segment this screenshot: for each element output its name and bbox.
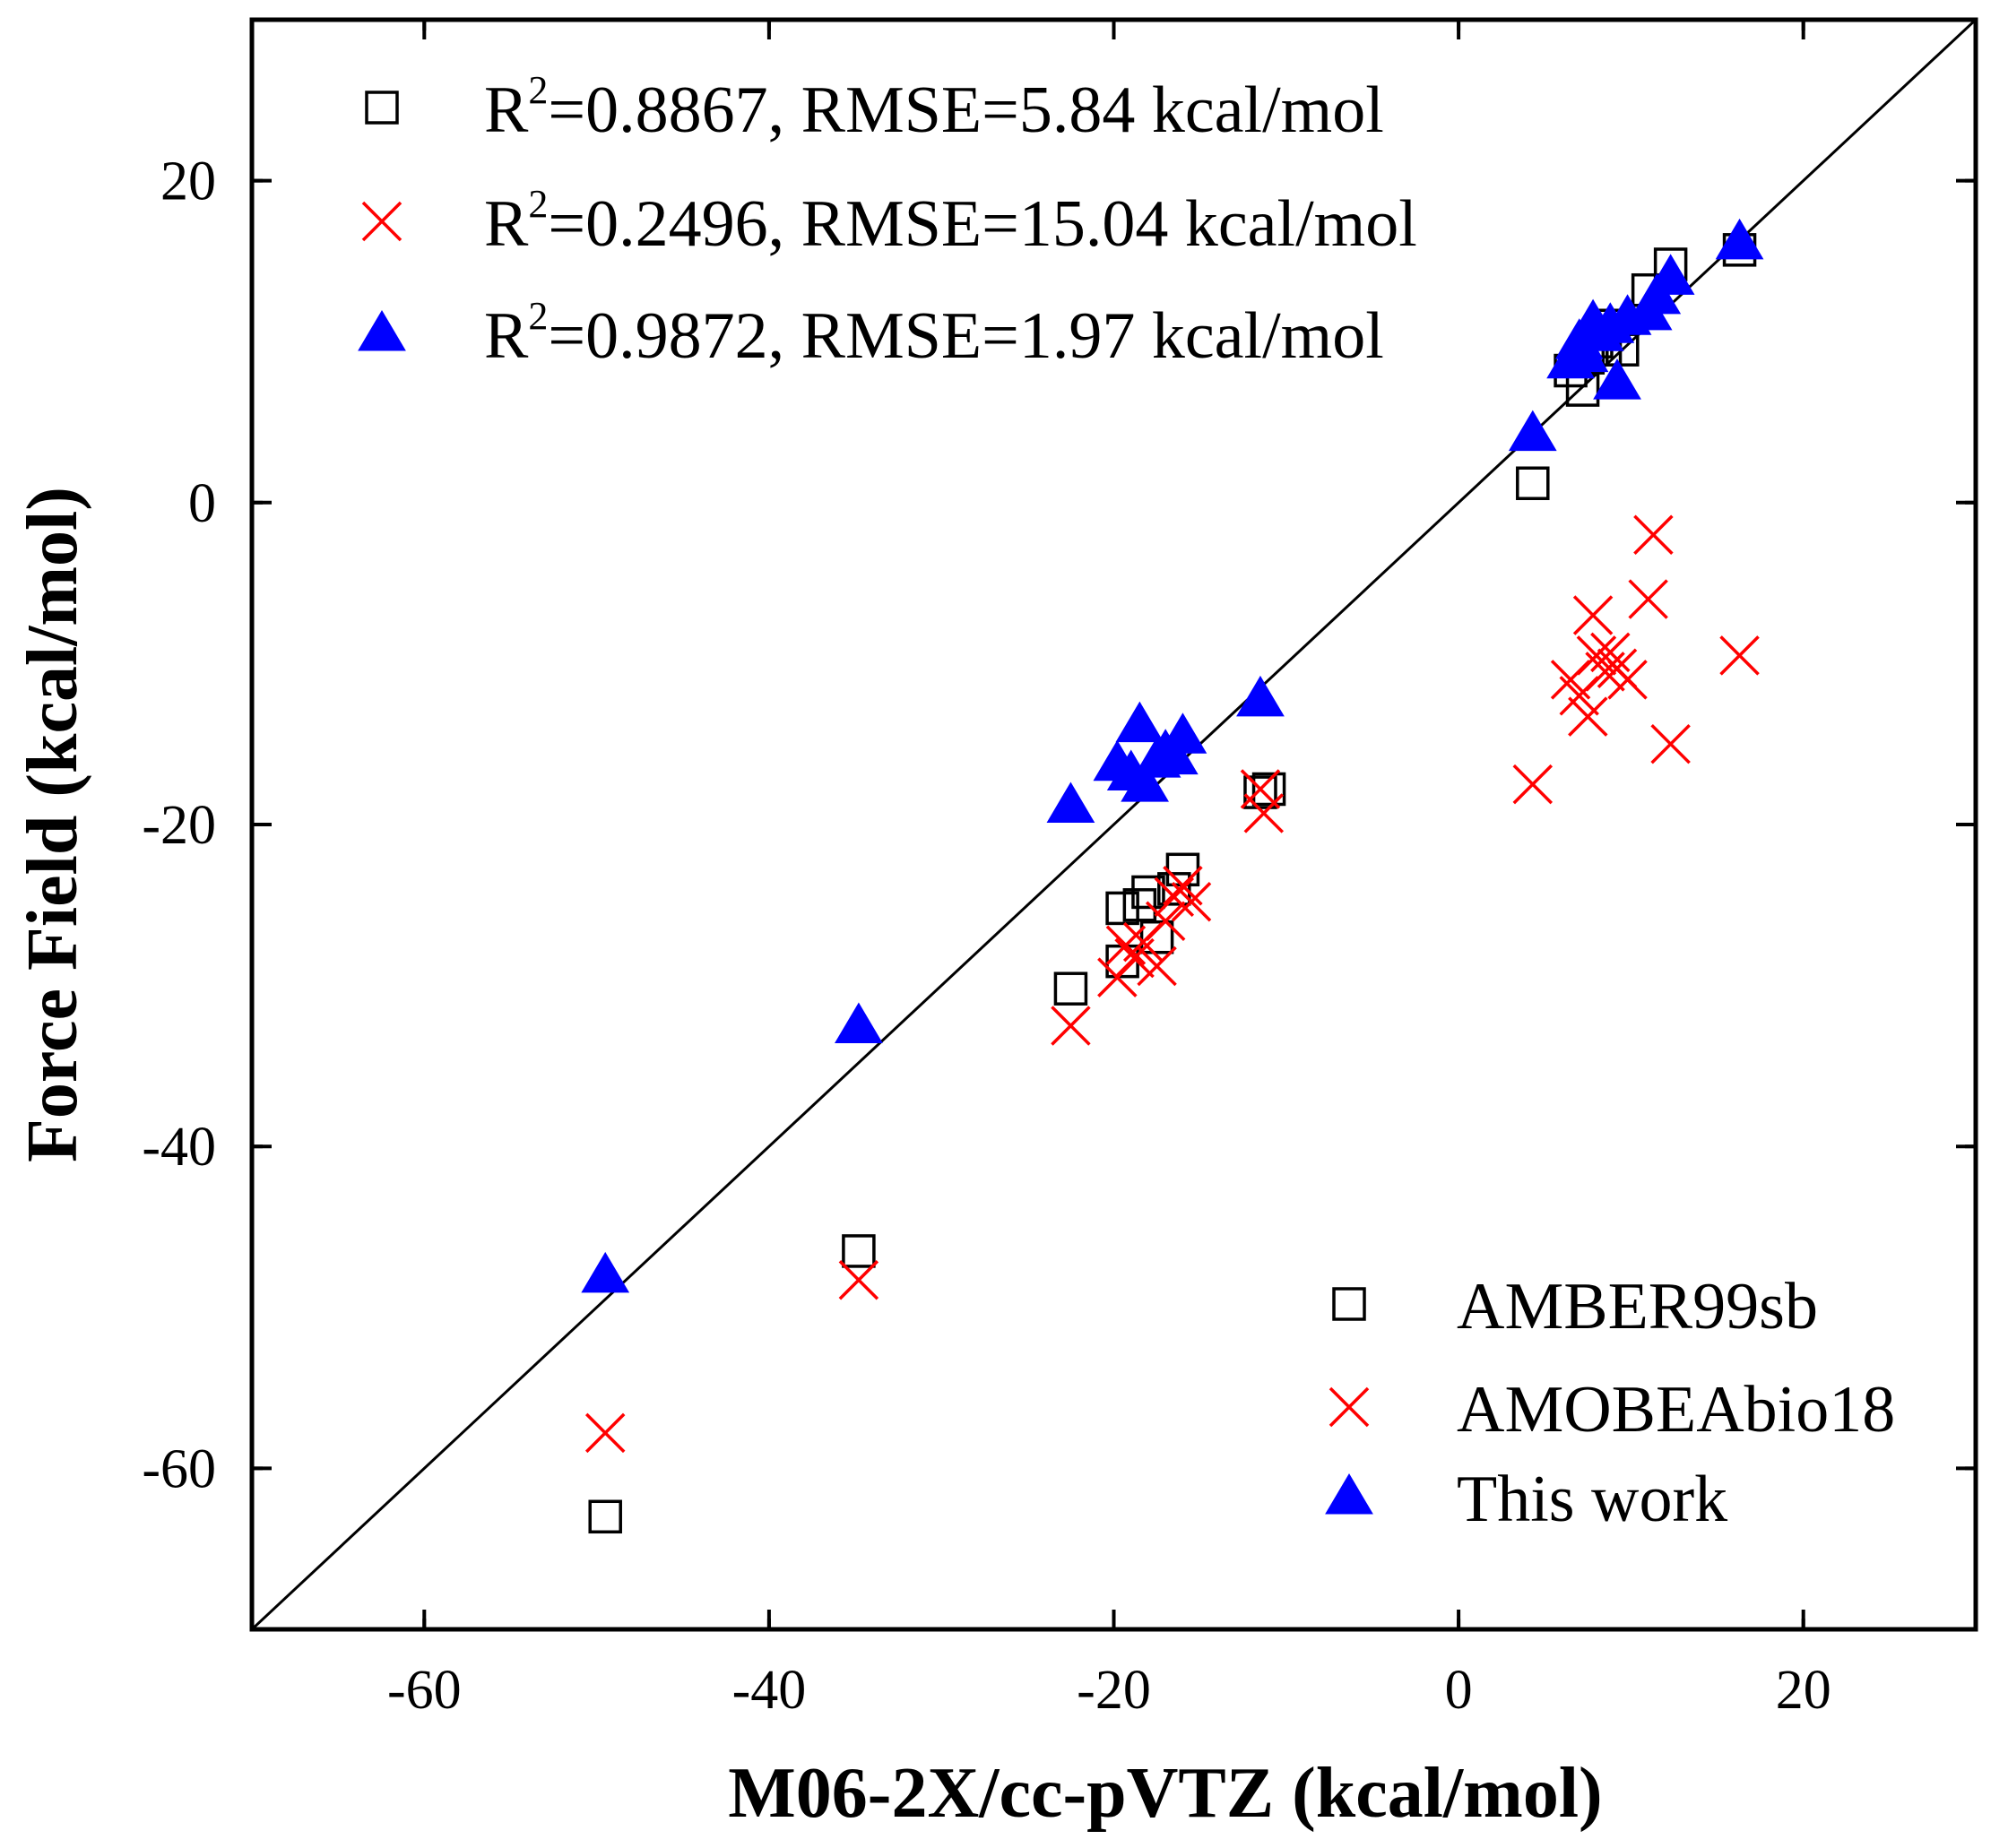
x-tick-label: -20 <box>1077 1660 1151 1721</box>
data-point <box>1719 635 1760 676</box>
data-point <box>1568 696 1608 737</box>
data-point <box>1131 875 1165 910</box>
data-point <box>842 1234 876 1268</box>
data-point <box>835 1002 883 1043</box>
stat-marker <box>358 310 406 351</box>
data-point <box>584 1412 626 1454</box>
data-point <box>1157 872 1191 906</box>
data-markers <box>581 218 1764 1534</box>
stat-text: R2=0.2496, RMSE=15.04 kcal/mol <box>484 182 1417 261</box>
data-point <box>1158 712 1207 754</box>
x-tick-label: -40 <box>732 1660 807 1721</box>
data-point <box>1240 769 1281 809</box>
stats-block: R2=0.8867, RMSE=5.84 kcal/mol R2=0.2496, … <box>358 68 1417 373</box>
x-tick-label: -60 <box>387 1660 462 1721</box>
data-point <box>1565 373 1600 407</box>
x-tick-label: 20 <box>1776 1660 1831 1721</box>
data-point <box>581 1251 630 1293</box>
data-point <box>1053 971 1088 1006</box>
data-point <box>1251 772 1286 807</box>
data-point <box>1508 410 1557 452</box>
data-point <box>1243 775 1277 809</box>
stat-marker <box>365 91 399 125</box>
data-point <box>1165 852 1200 887</box>
legend-label: AMBER99sb <box>1457 1270 1818 1343</box>
series-amobeabio18 <box>584 514 1760 1454</box>
data-point <box>588 1499 622 1534</box>
data-point <box>1154 877 1195 918</box>
data-point <box>1115 701 1164 743</box>
data-point <box>838 1260 879 1300</box>
data-point <box>1051 1006 1091 1046</box>
series-this-work <box>581 218 1764 1293</box>
stat-marker <box>361 201 402 242</box>
data-point <box>1046 782 1095 823</box>
data-point <box>1633 514 1674 555</box>
data-point <box>1646 254 1695 295</box>
y-tick-label: -20 <box>142 795 216 856</box>
x-axis-title: M06-2X/cc-pVTZ (kcal/mol) <box>728 1754 1602 1833</box>
data-point <box>1572 595 1614 635</box>
y-tick-label: 0 <box>188 473 216 534</box>
data-point <box>1137 946 1177 987</box>
data-point <box>1105 925 1147 965</box>
legend-marker <box>1325 1473 1373 1515</box>
data-point <box>1607 660 1648 700</box>
stat-text: R2=0.9872, RMSE=1.97 kcal/mol <box>484 294 1384 373</box>
legend-label: This work <box>1457 1463 1727 1536</box>
data-point <box>1593 358 1641 400</box>
axis-ticks <box>252 20 1976 1629</box>
data-point <box>1171 881 1212 922</box>
legend: AMBER99sb AMOBEAbio18 This work <box>1325 1270 1895 1536</box>
data-point <box>1650 723 1691 764</box>
x-tick-label: 0 <box>1445 1660 1473 1721</box>
data-point <box>1243 793 1285 833</box>
data-point <box>1715 218 1764 260</box>
y-tick-label: -60 <box>142 1438 216 1499</box>
legend-marker <box>1329 1386 1370 1428</box>
data-point <box>1139 920 1174 954</box>
legend-marker <box>1332 1287 1366 1321</box>
data-point <box>1145 901 1186 941</box>
data-point <box>1512 764 1554 805</box>
data-point <box>1628 579 1668 619</box>
data-point <box>1149 733 1199 775</box>
y-axis-title: Force Field (kcal/mol) <box>13 487 92 1162</box>
legend-label: AMOBEAbio18 <box>1457 1373 1895 1446</box>
stat-text: R2=0.8867, RMSE=5.84 kcal/mol <box>484 68 1384 147</box>
data-point <box>1236 675 1285 717</box>
data-point <box>1121 761 1169 802</box>
data-point <box>1516 466 1550 500</box>
y-tick-label: -40 <box>142 1117 216 1178</box>
data-point <box>1560 331 1609 373</box>
data-point <box>1122 888 1157 922</box>
axis-tick-labels: -60 -40 -20 0 20 -60 -40 -20 0 20 <box>142 151 1831 1721</box>
y-tick-label: 20 <box>160 151 216 212</box>
